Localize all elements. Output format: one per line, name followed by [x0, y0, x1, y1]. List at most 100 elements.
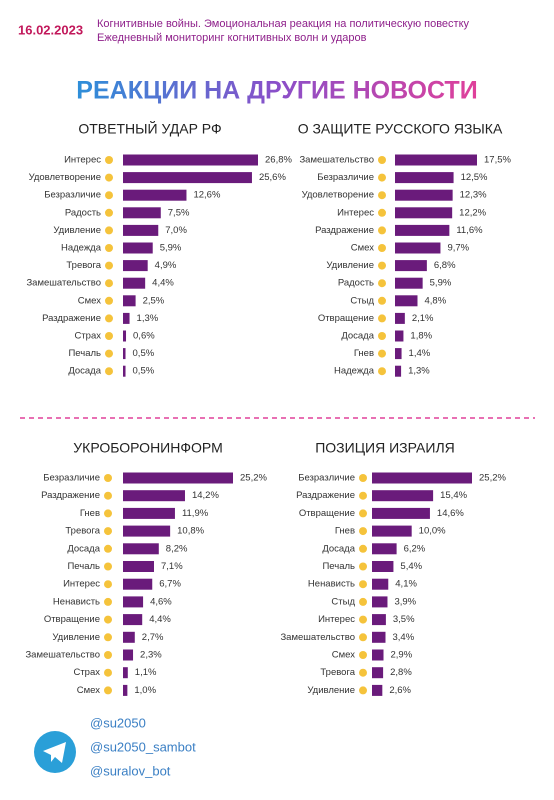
emoji-icon — [359, 651, 367, 659]
emoji-icon — [105, 173, 113, 182]
value-label: 10,0% — [419, 526, 446, 537]
category-label: Удивление — [326, 260, 374, 271]
category-label: Удивление — [52, 632, 100, 643]
bar — [123, 490, 185, 502]
bar — [395, 154, 477, 166]
bar — [395, 277, 423, 289]
emoji-icon — [104, 633, 112, 642]
bar — [395, 242, 441, 254]
emoji-icon — [104, 668, 112, 677]
bar — [395, 189, 453, 201]
category-label: Радость — [65, 207, 101, 218]
emoji-icon — [104, 491, 112, 500]
category-label: Безразличие — [298, 473, 355, 484]
bar — [395, 330, 404, 342]
emoji-icon — [359, 686, 367, 695]
category-label: Раздражение — [296, 490, 355, 501]
bar — [372, 667, 384, 679]
handle[interactable]: @su2050_sambot — [90, 739, 196, 754]
value-label: 7,5% — [168, 207, 190, 218]
value-label: 7,1% — [161, 561, 183, 572]
category-label: Гнев — [335, 526, 355, 537]
bar — [123, 242, 153, 254]
value-label: 1,3% — [408, 366, 430, 377]
emoji-icon — [359, 544, 367, 553]
value-label: 25,2% — [479, 473, 506, 484]
bar — [372, 631, 386, 643]
value-label: 5,9% — [160, 243, 182, 254]
value-label: 7,0% — [165, 225, 187, 236]
emoji-icon — [105, 367, 113, 376]
handle[interactable]: @su2050 — [90, 715, 146, 730]
value-label: 0,5% — [133, 366, 155, 377]
value-label: 25,6% — [259, 172, 286, 183]
bar — [395, 295, 418, 307]
emoji-icon — [378, 332, 386, 340]
emoji-icon — [378, 244, 386, 252]
bar — [123, 543, 159, 555]
bar — [123, 189, 187, 201]
value-label: 1,8% — [410, 331, 432, 342]
bar — [123, 684, 128, 696]
bar — [372, 596, 388, 608]
category-label: Раздражение — [41, 490, 100, 501]
value-label: 10,8% — [177, 526, 204, 537]
value-label: 5,9% — [430, 278, 452, 289]
emoji-icon — [378, 226, 386, 235]
category-label: Интерес — [64, 155, 101, 166]
bar — [123, 614, 143, 626]
value-label: 25,2% — [240, 473, 267, 484]
emoji-icon — [104, 686, 112, 695]
value-label: 11,9% — [182, 508, 209, 519]
bar — [372, 561, 394, 572]
value-label: 14,6% — [437, 508, 464, 519]
telegram-plane — [43, 742, 66, 763]
category-label: Досада — [322, 543, 355, 554]
category-label: Безразличие — [44, 190, 101, 201]
value-label: 14,2% — [192, 490, 219, 501]
emoji-icon — [105, 156, 113, 164]
bar — [395, 260, 427, 272]
emoji-icon — [359, 562, 367, 571]
value-label: 2,7% — [142, 632, 164, 643]
emoji-icon — [104, 615, 112, 624]
category-label: Ненависть — [308, 579, 355, 590]
value-label: 9,7% — [447, 243, 469, 254]
emoji-icon — [378, 279, 386, 288]
bar — [123, 224, 159, 236]
emoji-icon — [359, 491, 367, 500]
bar — [123, 578, 153, 590]
value-label: 1,0% — [134, 685, 156, 696]
value-label: 0,6% — [133, 331, 155, 342]
bar — [123, 365, 126, 377]
bar — [123, 561, 154, 572]
bar — [372, 507, 430, 519]
emoji-icon — [104, 474, 112, 482]
bar — [123, 330, 127, 342]
bar — [395, 172, 454, 184]
category-label: Досада — [341, 331, 374, 342]
category-label: Тревога — [65, 526, 100, 537]
emoji-icon — [105, 314, 113, 323]
emoji-icon — [378, 367, 386, 376]
category-label: Удивление — [53, 225, 101, 236]
emoji-icon — [359, 527, 367, 536]
value-label: 2,1% — [412, 313, 434, 324]
category-label: Досада — [68, 366, 101, 377]
category-label: Удовлетворение — [29, 172, 101, 183]
bar — [123, 667, 128, 679]
value-label: 11,6% — [456, 225, 483, 236]
emoji-icon — [378, 156, 386, 164]
handle[interactable]: @suralov_bot — [90, 763, 171, 778]
value-label: 12,2% — [459, 207, 486, 218]
chart-title: УКРОБОРОНИНФОРМ — [73, 440, 222, 456]
bar — [372, 543, 397, 555]
emoji-icon — [378, 173, 386, 182]
emoji-icon — [359, 597, 367, 606]
value-label: 2,8% — [390, 667, 412, 678]
value-label: 4,4% — [152, 278, 174, 289]
category-label: Ненависть — [53, 596, 100, 607]
category-label: Интерес — [63, 579, 100, 590]
emoji-icon — [359, 615, 367, 624]
